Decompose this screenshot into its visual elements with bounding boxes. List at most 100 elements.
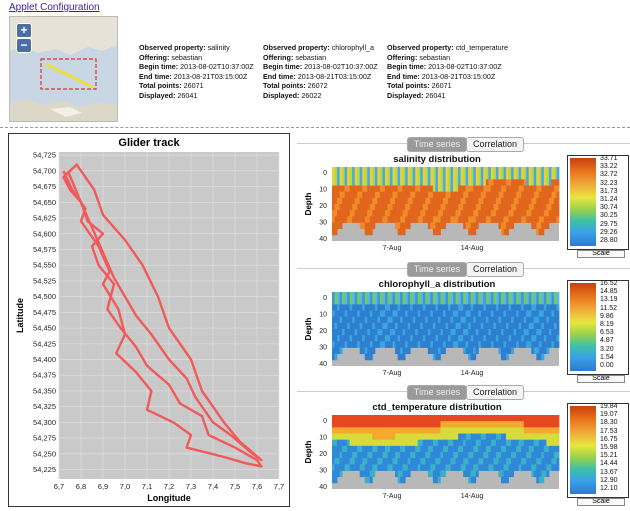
heatmap-cell [349,298,353,305]
heatmap-cell [357,445,361,453]
heatmap-cell [551,304,555,311]
heatmap-cell [352,427,356,434]
heatmap-cell [488,329,492,336]
heatmap-cell [518,179,522,186]
heatmap-cell [384,341,388,348]
heatmap-cell [397,228,401,236]
heatmap-cell [490,445,494,453]
heatmap-cell [422,439,426,447]
heatmap-cell [407,222,411,230]
zoom-out-button[interactable]: − [16,38,32,53]
heatmap-cell [347,335,351,342]
heatmap-cell [395,452,398,459]
heatmap-cell [455,179,459,186]
heatmap-cell [445,310,449,318]
heatmap-cell [442,179,446,186]
heatmap-cell [412,191,416,199]
heatmap-cell [536,433,540,441]
heatmap-cell [553,439,557,447]
heatmap-cell [402,433,406,441]
zoom-in-button[interactable]: + [16,23,32,38]
heatmap-cell [407,179,411,186]
heatmap-cell [516,445,520,453]
heatmap-cell [511,197,514,205]
heatmap-cell [425,322,429,330]
heatmap-cell [468,421,472,428]
heatmap-cell [493,458,497,465]
heatmap-cell [448,322,451,330]
heatmap-cell [357,464,361,471]
heatmap-cell [473,316,477,324]
heatmap-cell [523,335,527,342]
color-scale-legend: 16.52 14.85 13.19 11.52 9.86 8.19 6.53 4.87 3.20… [567,280,629,375]
tab-correlation[interactable]: Correlation [466,262,524,277]
heatmap-cell [465,335,469,342]
scale-button[interactable]: Scale [577,250,625,258]
heatmap-cell [377,310,381,318]
tab-time-series[interactable]: Time series [407,262,467,277]
heatmap-cell [334,228,338,236]
heatmap-cell [432,470,436,478]
heatmap-cell [344,415,348,422]
scale-button[interactable]: Scale [577,498,625,506]
heatmap-cell [344,216,348,223]
heatmap-cell [400,353,404,361]
offering-info-temperature: Observed property: ctd_temperature Offer… [387,43,509,100]
heatmap-cell [480,210,484,217]
heatmap-cell [337,298,340,305]
legend-value: 13.67 [600,468,618,476]
heatmap-cell [548,210,552,217]
heatmap-cell [506,458,509,465]
heatmap-cell [548,335,552,342]
tab-correlation[interactable]: Correlation [466,385,524,400]
heatmap-cell [407,204,411,211]
heatmap-cell [513,204,517,211]
heatmap-cell [332,167,335,174]
heatmap-cell [427,427,431,434]
heatmap-cell [470,322,474,330]
scale-button[interactable]: Scale [577,375,625,383]
heatmap-cell [379,335,383,342]
heatmap-cell [354,445,358,453]
heatmap-cell [495,310,499,318]
heatmap-cell [339,322,343,330]
heatmap-cell [377,204,381,211]
heatmap-cell [412,415,416,422]
heatmap-cell [374,210,378,217]
heatmap-cell [478,316,482,324]
heatmap-cell [450,439,454,447]
overview-map[interactable]: + − [9,16,118,122]
heatmap-cell [339,458,343,465]
heatmap-cell [511,185,514,193]
heatmap-cell [458,335,462,342]
heatmap-cell [422,335,426,342]
heatmap-cell [533,347,537,355]
heatmap-cell [521,185,525,193]
heatmap-cell [485,341,489,348]
heatmap-cell [541,204,545,211]
heatmap-cell [506,316,509,324]
heatmap-cell [468,216,472,223]
heatmap-cell [387,335,391,342]
heatmap-cell [342,329,346,336]
heatmap-cell [536,439,540,447]
applet-configuration-link[interactable]: Applet Configuration [9,2,100,13]
heatmap-cell [473,216,477,223]
heatmap-cell [374,185,378,193]
tab-time-series[interactable]: Time series [407,137,467,152]
heatmap-cell [435,228,439,236]
heatmap-cell [367,458,371,465]
heatmap-cell [516,210,520,217]
heatmap-cell [369,452,373,459]
heatmap-cell [395,464,398,471]
heatmap-cell [410,304,414,311]
heatmap-cell [357,427,361,434]
tab-time-series[interactable]: Time series [407,385,467,400]
heatmap-cell [359,445,363,453]
tab-correlation[interactable]: Correlation [466,137,524,152]
heatmap-cell [468,335,472,342]
